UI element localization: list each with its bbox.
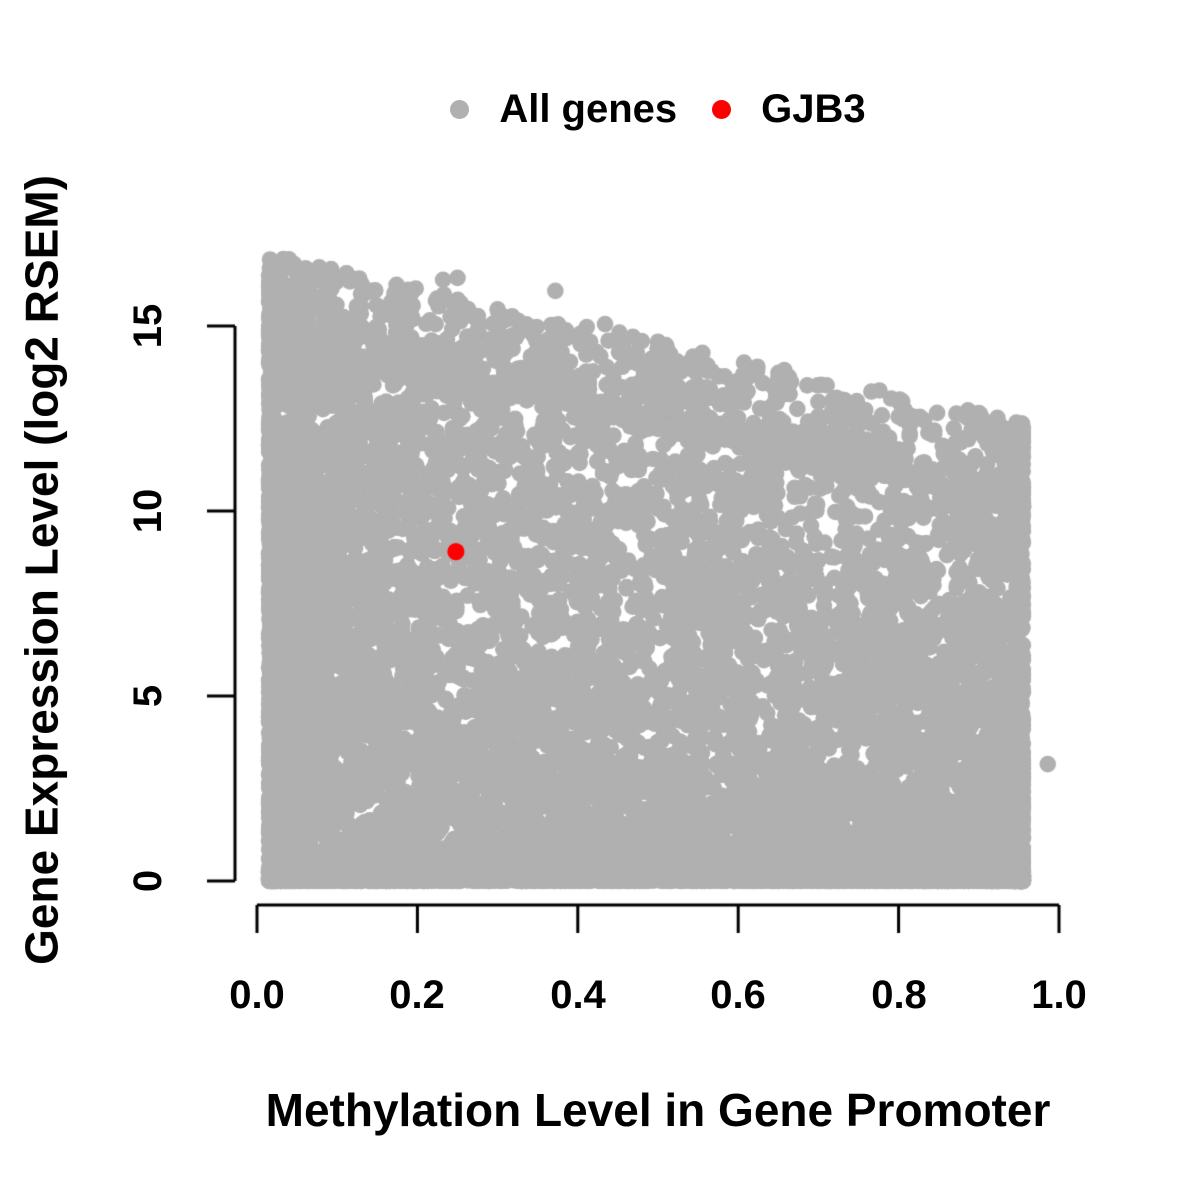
x-tick-label-2: 0.4 xyxy=(550,973,606,1017)
y-axis-title: Gene Expression Level (log2 RSEM) xyxy=(15,175,68,965)
legend-label-all-genes: All genes xyxy=(499,87,678,131)
x-axis-title: Methylation Level in Gene Promoter xyxy=(265,1084,1051,1136)
y-tick-label-1: 5 xyxy=(126,684,170,708)
x-tick-label-3: 0.6 xyxy=(710,973,766,1017)
legend: All genes GJB3 xyxy=(257,86,1059,132)
legend-entry-gjb3: GJB3 xyxy=(712,89,866,129)
legend-entry-all-genes: All genes xyxy=(450,89,677,129)
y-tick-label-3: 15 xyxy=(126,303,170,349)
x-tick-label-1: 0.2 xyxy=(389,973,445,1017)
x-tick-label-5: 1.0 xyxy=(1031,973,1087,1017)
x-tick-label-4: 0.8 xyxy=(871,973,927,1017)
legend-label-gjb3: GJB3 xyxy=(761,87,866,131)
y-tick-label-2: 10 xyxy=(126,488,170,534)
x-tick-label-0: 0.0 xyxy=(229,973,285,1017)
all-genes-marker-icon xyxy=(450,99,470,119)
gjb3-marker-icon xyxy=(712,99,732,119)
y-tick-label-0: 0 xyxy=(126,869,170,893)
